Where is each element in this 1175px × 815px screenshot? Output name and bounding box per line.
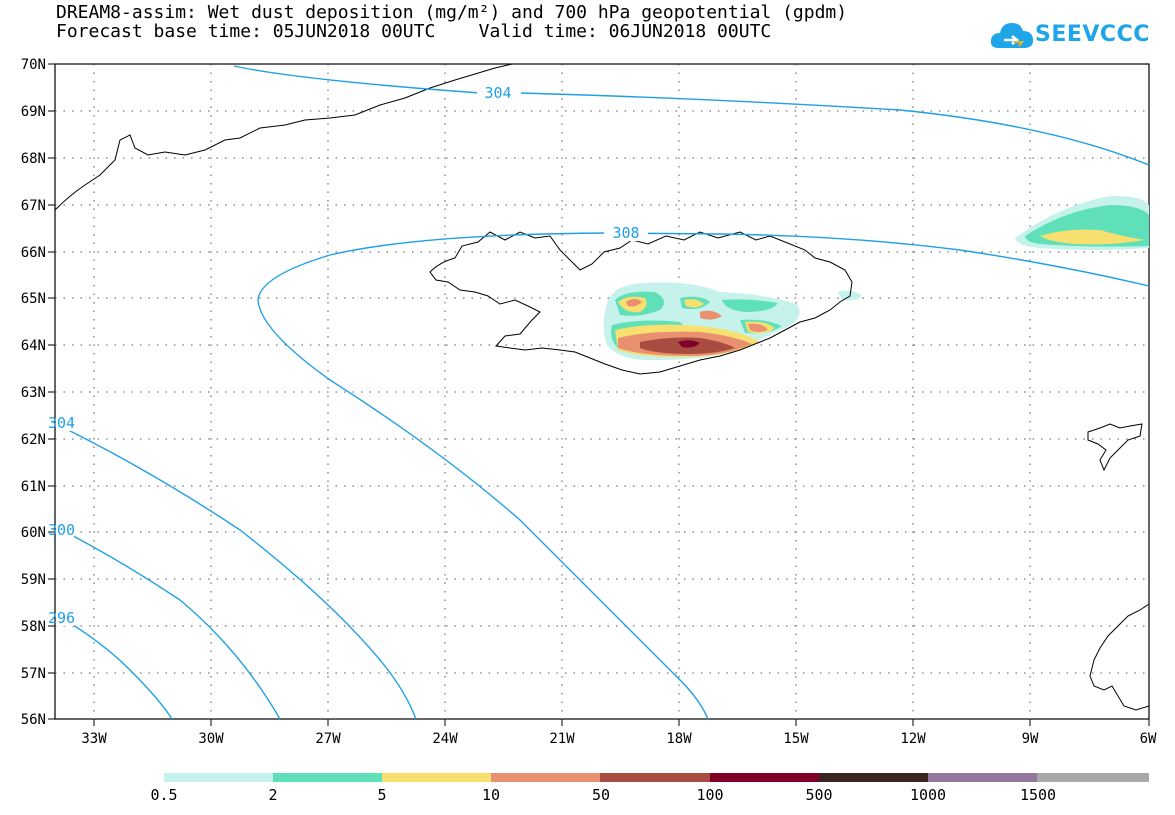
- latitude-labels: 70N 69N 68N 67N 66N 65N 64N 63N 62N 61N …: [21, 57, 46, 728]
- contour-308: [257, 232, 1150, 720]
- coastlines: [54, 63, 1150, 711]
- legend-swatch: [491, 773, 601, 782]
- lon-label: 15W: [783, 731, 809, 747]
- lat-label: 66N: [21, 245, 46, 261]
- legend-swatch: [1037, 773, 1149, 782]
- lat-label: 64N: [21, 338, 46, 354]
- lon-label: 9W: [1022, 731, 1039, 747]
- legend-swatch: [164, 773, 274, 782]
- lon-label: 24W: [432, 731, 458, 747]
- dust-level-10: [626, 299, 642, 307]
- legend-swatch: [928, 773, 1038, 782]
- dust-level-10: [748, 323, 768, 332]
- lat-label: 61N: [21, 479, 46, 495]
- legend-swatch: [382, 773, 492, 782]
- legend-label: 1000: [910, 786, 946, 804]
- contour-label: 304: [48, 414, 75, 432]
- lon-label: 12W: [900, 731, 926, 747]
- lat-label: 57N: [21, 666, 46, 682]
- contour-label: 304: [484, 84, 511, 102]
- lat-label: 56N: [21, 712, 46, 728]
- dust-level-2: [722, 299, 778, 312]
- lon-label: 21W: [549, 731, 575, 747]
- plot-frame: [54, 63, 1150, 720]
- greenland-coastline: [54, 63, 513, 211]
- lon-label: 27W: [315, 731, 341, 747]
- chart-title: DREAM8-assim: Wet dust deposition (mg/m²…: [56, 2, 848, 23]
- lat-label: 63N: [21, 385, 46, 401]
- lat-label: 58N: [21, 619, 46, 635]
- lat-label: 70N: [21, 57, 46, 73]
- lon-label: 18W: [666, 731, 692, 747]
- contour-304-north: [233, 65, 1150, 166]
- legend-swatch: [273, 773, 383, 782]
- legend-label: 2: [268, 786, 277, 804]
- dust-level-10: [700, 310, 722, 320]
- color-legend: 0.5 2 5 10 50 100 500 1000 1500: [150, 773, 1149, 804]
- longitude-labels: 33W 30W 27W 24W 21W 18W 15W 12W 9W 6W: [81, 731, 1157, 747]
- contour-labels: 304 308 304 300 296: [48, 83, 648, 627]
- seevccc-logo: SEEVCCC: [990, 18, 1149, 58]
- dust-level-5-east-patch: [1040, 229, 1145, 245]
- axis-ticks: [48, 63, 1150, 726]
- legend-label: 50: [592, 786, 610, 804]
- geopotential-contours: [57, 65, 1150, 720]
- lat-label: 60N: [21, 525, 46, 541]
- legend-label: 100: [696, 786, 723, 804]
- iceland-coastline: [429, 231, 853, 375]
- contour-label: 296: [48, 609, 75, 627]
- legend-label: 500: [805, 786, 832, 804]
- legend-label: 10: [482, 786, 500, 804]
- lat-label: 67N: [21, 198, 46, 214]
- contour-304-south: [57, 424, 417, 720]
- chart-subtitle-times: Forecast base time: 05JUN2018 00UTC Vali…: [56, 21, 772, 42]
- dust-deposition-shading: [603, 195, 1149, 361]
- legend-swatch: [819, 773, 929, 782]
- lat-label: 62N: [21, 432, 46, 448]
- dust-level-100: [678, 340, 700, 348]
- lon-label: 30W: [198, 731, 224, 747]
- scotland-coastline: [1089, 603, 1150, 711]
- contour-296: [57, 615, 173, 720]
- faroe-coastline: [1087, 423, 1143, 472]
- legend-swatch: [600, 773, 710, 782]
- legend-swatch: [710, 773, 820, 782]
- legend-label: 5: [377, 786, 386, 804]
- lat-label: 59N: [21, 572, 46, 588]
- dust-level-5: [684, 299, 704, 308]
- cloud-logo-icon: [990, 23, 1034, 48]
- lon-label: 33W: [81, 731, 107, 747]
- lat-label: 68N: [21, 151, 46, 167]
- legend-label: 0.5: [150, 786, 177, 804]
- lat-label: 69N: [21, 104, 46, 120]
- legend-label: 1500: [1020, 786, 1056, 804]
- contour-label: 308: [612, 224, 639, 242]
- lon-label: 6W: [1140, 731, 1157, 747]
- lat-label: 65N: [21, 291, 46, 307]
- contour-label: 300: [48, 521, 75, 539]
- contour-300: [57, 527, 281, 720]
- logo-text: SEEVCCC: [1035, 22, 1150, 47]
